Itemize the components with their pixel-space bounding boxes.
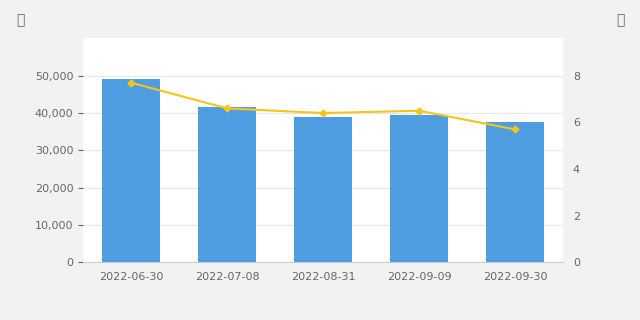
Bar [102,79,160,262]
Text: 户: 户 [17,13,25,28]
Bar [390,115,448,262]
Bar [294,117,352,262]
Text: 元: 元 [616,13,625,28]
Bar [486,122,544,262]
Bar [198,108,256,262]
